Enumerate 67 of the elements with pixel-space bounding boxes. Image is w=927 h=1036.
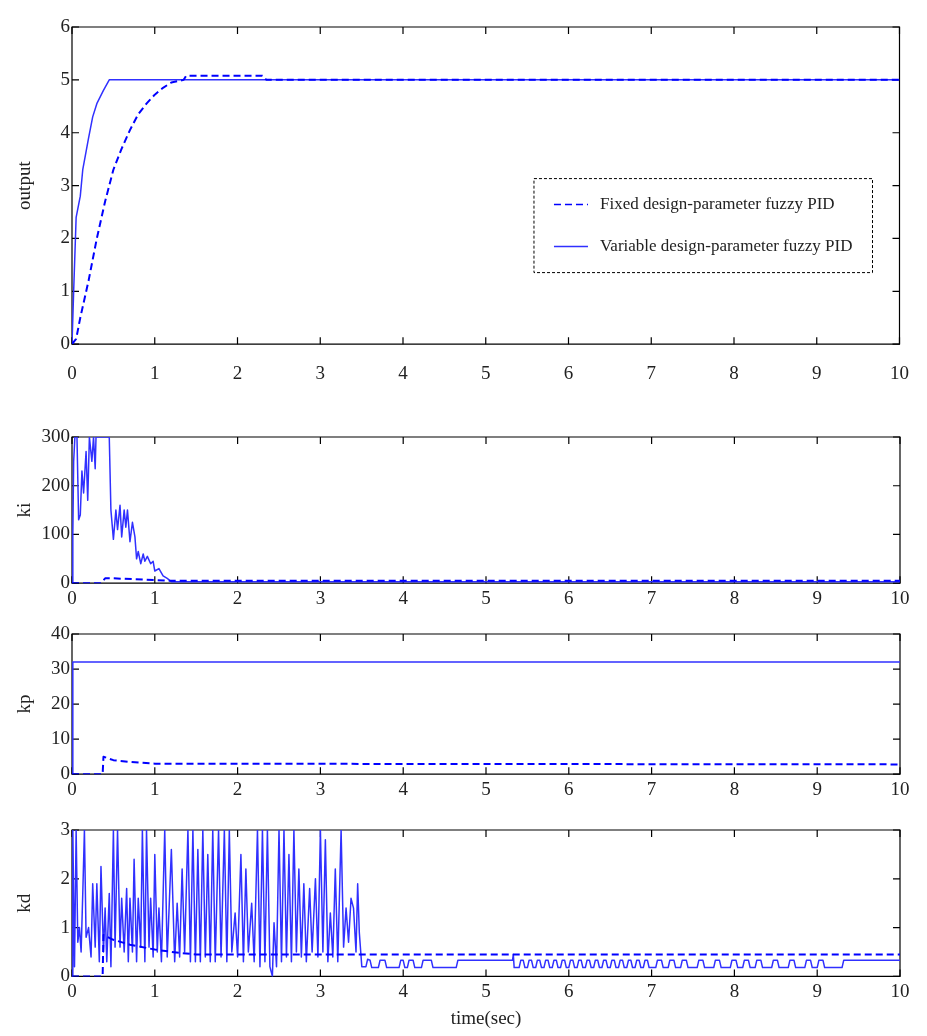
legend-label: Variable design-parameter fuzzy PID [599,236,853,256]
x-tick-label: 1 [150,586,160,608]
x-tick-label: 6 [564,586,574,608]
y-tick-label: 0 [60,964,70,986]
x-tick-label: 3 [315,586,326,608]
x-tick-label: 1 [150,979,160,1001]
y-axis-title: output [13,160,35,210]
x-tick-label: 6 [564,777,574,799]
legend-label: Fixed design-parameter fuzzy PID [599,194,835,214]
x-tick-label: 4 [398,777,409,799]
x-tick-label: 4 [398,586,409,608]
y-tick-label: 5 [60,67,70,89]
y-tick-label: 300 [41,424,70,446]
y-axis-title: kp [13,694,35,714]
x-tick-label: 1 [150,361,160,383]
y-tick-label: 30 [51,657,70,679]
x-tick-label: 8 [729,979,740,1001]
x-tick-label: 3 [315,777,326,799]
y-tick-label: 2 [60,226,70,248]
x-tick-label: 8 [729,777,740,799]
y-tick-label: 200 [41,473,70,495]
x-axis-title: time(sec) [450,1006,522,1029]
x-tick-label: 10 [890,777,910,799]
x-tick-label: 6 [564,979,574,1001]
x-tick-label: 3 [315,979,326,1001]
x-tick-label: 7 [646,586,657,608]
y-axis-title: kd [13,893,35,913]
y-tick-label: 0 [60,571,70,593]
y-tick-label: 3 [60,817,70,839]
x-tick-label: 3 [315,361,325,383]
x-tick-label: 10 [890,361,909,383]
x-tick-label: 9 [812,979,822,1001]
y-tick-label: 2 [60,866,70,888]
x-tick-label: 2 [232,979,243,1001]
y-tick-label: 0 [60,762,70,784]
x-tick-label: 7 [646,361,656,383]
x-tick-label: 9 [812,777,822,799]
x-tick-label: 8 [729,361,739,383]
y-tick-label: 100 [41,522,70,544]
x-tick-label: 5 [481,361,491,383]
x-tick-label: 5 [481,777,491,799]
x-tick-label: 9 [812,586,822,608]
y-tick-label: 0 [60,332,70,354]
y-tick-label: 4 [60,120,71,142]
x-tick-label: 7 [646,777,657,799]
x-tick-label: 2 [232,586,243,608]
x-tick-label: 8 [729,586,740,608]
x-tick-label: 4 [398,979,409,1001]
x-tick-label: 5 [481,586,491,608]
x-tick-label: 7 [646,979,657,1001]
y-axis-title: ki [13,502,35,518]
y-tick-label: 1 [60,915,70,937]
x-tick-label: 9 [812,361,822,383]
y-tick-label: 40 [51,621,70,643]
y-tick-label: 3 [60,173,70,195]
x-tick-label: 5 [481,979,491,1001]
x-tick-label: 6 [563,361,574,383]
y-tick-label: 1 [60,279,70,301]
x-tick-label: 1 [150,777,160,799]
x-tick-label: 10 [890,586,910,608]
x-tick-label: 2 [232,361,243,383]
x-tick-label: 10 [890,979,910,1001]
y-tick-label: 6 [60,14,70,36]
y-tick-label: 10 [51,727,70,749]
x-tick-label: 2 [232,777,243,799]
y-tick-label: 20 [51,692,70,714]
x-tick-label: 4 [398,361,409,383]
